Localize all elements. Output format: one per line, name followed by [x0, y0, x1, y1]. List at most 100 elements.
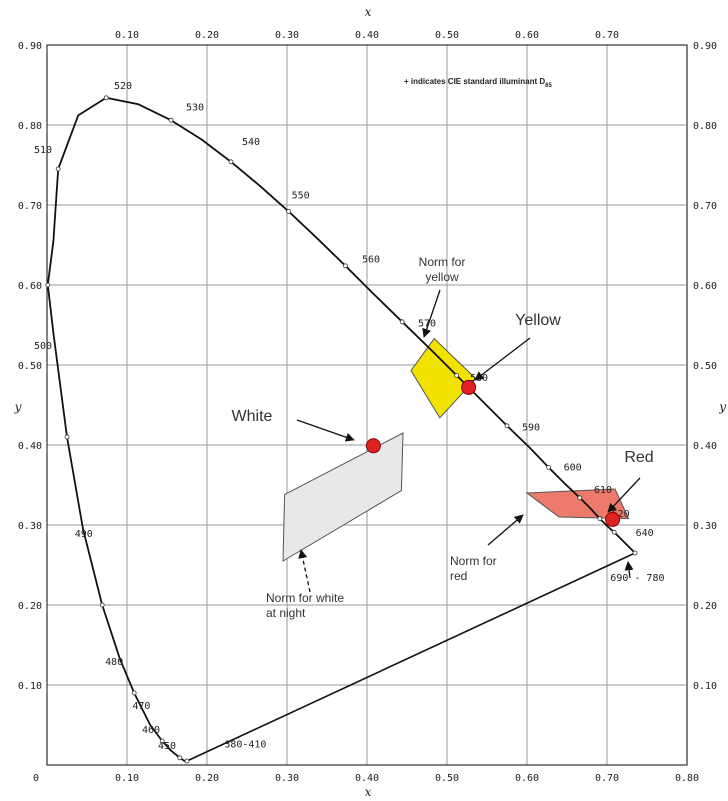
- region-white: [282, 432, 404, 562]
- x-axis-title-top: x: [365, 5, 372, 19]
- x-tick-label-top-1: 0.10: [115, 30, 139, 41]
- locus-marker-10: [64, 434, 70, 440]
- arrow-norm-white-night: [298, 549, 311, 593]
- label-norm-red-line-1: red: [450, 569, 467, 583]
- wavelength-label-8: 600: [564, 463, 582, 474]
- y-tick-label-left-6: 0.70: [18, 201, 42, 212]
- x-tick-label-top-7: 0.70: [595, 30, 619, 41]
- x-tick-label-bottom-6: 0.60: [515, 773, 539, 784]
- y-tick-label-right-8: 0.90: [693, 41, 717, 52]
- label-norm-red: Norm for red: [450, 554, 497, 583]
- point-red: [605, 511, 621, 527]
- label-white: White: [232, 408, 273, 425]
- x-tick-label-top-4: 0.40: [355, 30, 379, 41]
- locus-marker-34: [577, 495, 583, 501]
- y-tick-label-left-3: 0.40: [18, 441, 42, 452]
- tick-labels: 0 0.10 0.10 0.20 0.20 0.30 0.30 0.40 0.40 0.50 0.5…: [18, 30, 717, 784]
- wavelength-label-3: 550: [292, 191, 310, 202]
- arrow-red: [607, 477, 641, 513]
- locus-marker-36: [597, 516, 603, 521]
- region-red: [525, 488, 630, 520]
- y-axis-title-left: y: [14, 400, 22, 414]
- y-tick-label-left-2: 0.30: [18, 521, 42, 532]
- x-tick-label-bottom-0: 0: [33, 773, 39, 784]
- line-of-purples: [186, 552, 636, 762]
- y-tick-label-right-5: 0.60: [693, 281, 717, 292]
- wavelength-label-2: 540: [242, 137, 260, 148]
- x-tick-label-bottom-3: 0.30: [275, 773, 299, 784]
- wavelength-labels: 5205305405505605705805906006106206405105…: [34, 81, 665, 752]
- wavelength-label-13: 500: [34, 341, 52, 352]
- locus-marker-6: [131, 690, 137, 696]
- locus-marker-12: [45, 282, 51, 288]
- label-norm-yellow-line-1: yellow: [425, 270, 459, 284]
- x-tick-label-bottom-5: 0.50: [435, 773, 459, 784]
- locus-marker-40: [632, 550, 638, 556]
- y-tick-label-right-7: 0.80: [693, 121, 717, 132]
- y-tick-label-left-5: 0.60: [18, 281, 42, 292]
- x-tick-label-top-2: 0.20: [195, 30, 219, 41]
- y-tick-label-left-8: 0.90: [18, 41, 42, 52]
- label-norm-white-night-line-0: Norm for white: [266, 591, 344, 605]
- point-yellow: [461, 379, 477, 395]
- x-tick-label-top-5: 0.50: [435, 30, 459, 41]
- locus-marker-0: [184, 758, 190, 764]
- illuminant-note-subscript: 65: [545, 83, 552, 89]
- label-yellow: Yellow: [515, 312, 561, 329]
- wavelength-label-10: 620: [612, 509, 630, 520]
- label-norm-white-night-line-1: at night: [266, 606, 306, 620]
- wavelength-label-5: 570: [418, 319, 436, 330]
- wavelength-label-1: 530: [186, 103, 204, 114]
- y-tick-label-right-6: 0.70: [693, 201, 717, 212]
- label-norm-white-night: Norm for white at night: [266, 591, 344, 620]
- label-red-line-0: Red: [624, 449, 653, 466]
- wavelength-label-16: 470: [132, 701, 150, 712]
- arrow-norm-yellow: [422, 289, 441, 338]
- arrow-yellow: [474, 337, 531, 381]
- y-tick-label-right-4: 0.50: [693, 361, 717, 372]
- annotations: Norm for yellow Yellow White Red Norm for red N…: [232, 255, 654, 620]
- y-tick-label-left-0: 0.10: [18, 681, 42, 692]
- x-tick-label-bottom-1: 0.10: [115, 773, 139, 784]
- spectral-locus-curve: [46, 96, 636, 762]
- y-tick-label-left-1: 0.20: [18, 601, 42, 612]
- locus-marker-38: [611, 529, 617, 535]
- locus-marker-28: [454, 372, 460, 378]
- label-norm-yellow-line-0: Norm for: [419, 255, 466, 269]
- region-yellow: [410, 337, 477, 419]
- wavelength-label-7: 590: [522, 423, 540, 434]
- locus-marker-14: [55, 166, 61, 172]
- wavelength-label-9: 610: [594, 485, 612, 496]
- norm-regions: [282, 337, 630, 562]
- locus-marker-24: [342, 263, 348, 269]
- wavelength-label-0: 520: [114, 81, 132, 92]
- wavelength-label-4: 560: [362, 255, 380, 266]
- grid: [46, 44, 688, 766]
- color-points: [365, 379, 621, 527]
- locus-marker-4: [159, 738, 165, 744]
- arrow-690-780: [624, 561, 634, 579]
- locus-marker-26: [399, 319, 405, 325]
- annotation-arrows: [296, 289, 641, 593]
- locus-marker-22: [286, 208, 292, 214]
- y-axis-title-right: y: [718, 400, 726, 414]
- x-tick-label-bottom-4: 0.40: [355, 773, 379, 784]
- wavelength-label-19: 380-410: [224, 739, 266, 750]
- locus-marker-18: [168, 117, 174, 123]
- y-tick-label-left-4: 0.50: [18, 361, 42, 372]
- locus-marker-2: [177, 755, 183, 761]
- x-tick-label-bottom-8: 0.80: [675, 773, 699, 784]
- y-tick-label-right-2: 0.30: [693, 521, 717, 532]
- arrow-norm-red: [487, 514, 524, 546]
- x-axis-title-bottom: x: [365, 785, 372, 799]
- wavelength-label-14: 490: [75, 529, 93, 540]
- x-tick-label-top-3: 0.30: [275, 30, 299, 41]
- wavelength-label-20: 690 - 780: [610, 573, 664, 584]
- locus-marker-20: [228, 159, 234, 165]
- x-tick-label-bottom-2: 0.20: [195, 773, 219, 784]
- illuminant-note: + indicates CIE standard illuminant D65: [404, 77, 552, 89]
- locus-marker-30: [504, 423, 510, 429]
- y-tick-label-right-0: 0.10: [693, 681, 717, 692]
- label-white-line-0: White: [232, 408, 273, 425]
